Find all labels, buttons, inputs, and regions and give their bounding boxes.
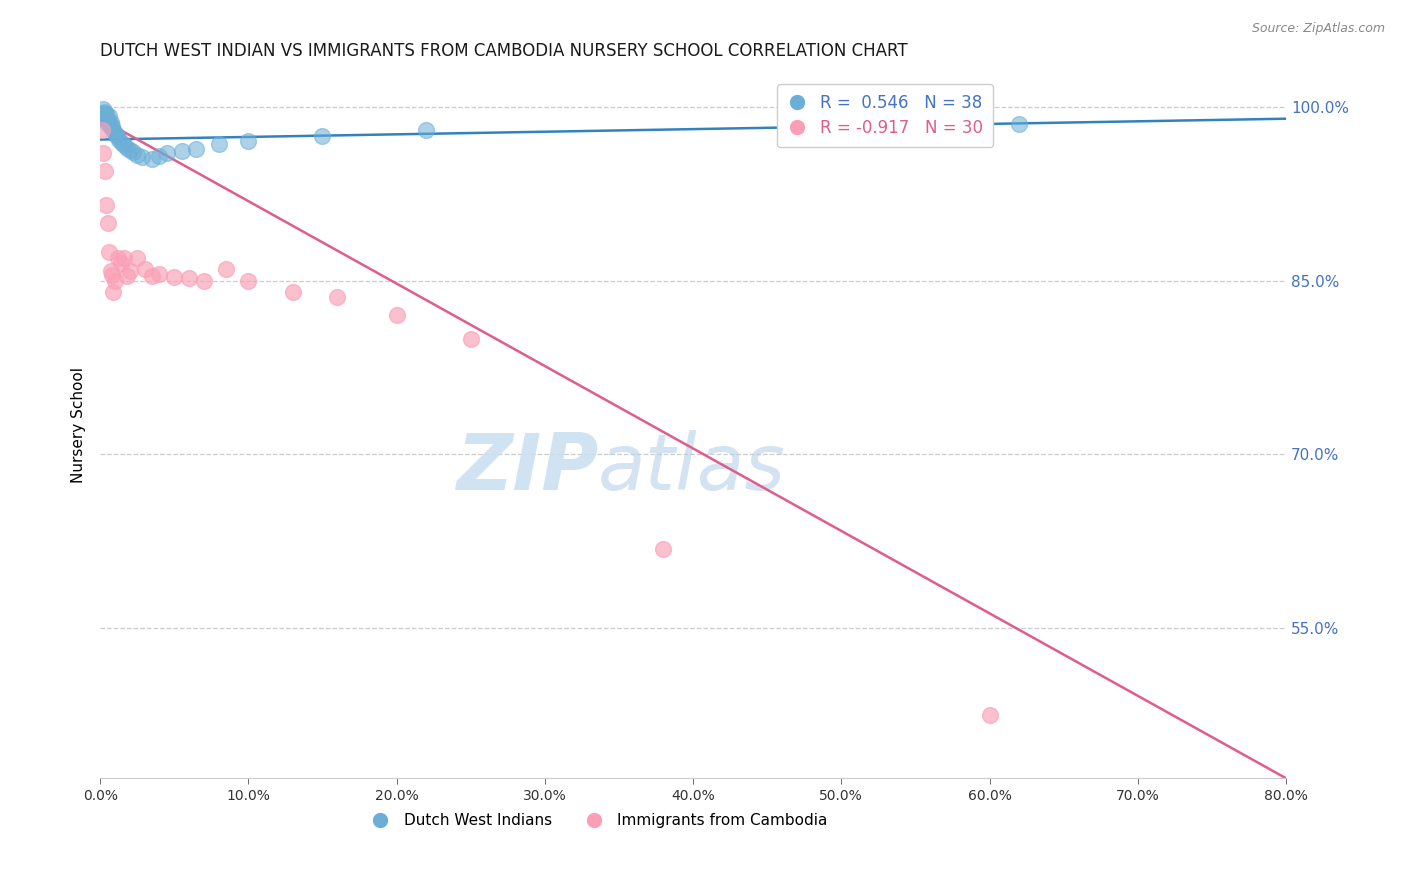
Point — [91, 103, 114, 117]
Point — [121, 145, 143, 160]
Point — [103, 123, 125, 137]
Point — [93, 104, 115, 119]
Point — [107, 251, 129, 265]
Point — [163, 270, 186, 285]
Point — [148, 149, 170, 163]
Point — [98, 109, 121, 123]
Point — [115, 141, 138, 155]
Point — [127, 147, 149, 161]
Text: Source: ZipAtlas.com: Source: ZipAtlas.com — [1251, 22, 1385, 36]
Point — [111, 136, 134, 150]
Point — [91, 109, 114, 123]
Point — [415, 123, 437, 137]
Point — [115, 268, 138, 283]
Point — [108, 132, 131, 146]
Point — [100, 120, 122, 134]
Point — [90, 123, 112, 137]
Point — [104, 274, 127, 288]
Point — [93, 163, 115, 178]
Point — [90, 106, 112, 120]
Point — [238, 134, 260, 148]
Point — [186, 142, 208, 156]
Point — [93, 112, 115, 126]
Point — [98, 244, 121, 259]
Point — [93, 108, 115, 122]
Point — [98, 116, 121, 130]
Legend: Dutch West Indians, Immigrants from Cambodia: Dutch West Indians, Immigrants from Camb… — [363, 807, 834, 834]
Point — [94, 111, 117, 125]
Point — [96, 118, 118, 132]
Point — [103, 285, 125, 300]
Y-axis label: Nursery School: Nursery School — [72, 368, 86, 483]
Point — [112, 138, 135, 153]
Point — [100, 115, 122, 129]
Point — [238, 274, 260, 288]
Point — [979, 707, 1001, 722]
Point — [118, 264, 141, 278]
Point — [94, 114, 117, 128]
Point — [96, 112, 118, 127]
Point — [156, 146, 179, 161]
Point — [281, 285, 304, 300]
Point — [104, 126, 127, 140]
Point — [326, 290, 349, 304]
Point — [652, 542, 675, 557]
Text: atlas: atlas — [598, 430, 786, 506]
Point — [112, 251, 135, 265]
Point — [148, 267, 170, 281]
Point — [118, 143, 141, 157]
Point — [215, 262, 238, 277]
Point — [177, 271, 200, 285]
Point — [131, 150, 153, 164]
Point — [208, 137, 231, 152]
Point — [101, 119, 124, 133]
Point — [141, 152, 163, 166]
Point — [170, 144, 193, 158]
Point — [96, 216, 118, 230]
Point — [94, 107, 117, 121]
Point — [100, 264, 122, 278]
Text: ZIP: ZIP — [456, 430, 598, 506]
Point — [110, 256, 132, 270]
Text: DUTCH WEST INDIAN VS IMMIGRANTS FROM CAMBODIA NURSERY SCHOOL CORRELATION CHART: DUTCH WEST INDIAN VS IMMIGRANTS FROM CAM… — [100, 42, 908, 60]
Point — [1008, 118, 1031, 132]
Point — [91, 146, 114, 161]
Point — [105, 128, 128, 142]
Point — [94, 198, 117, 212]
Point — [385, 309, 408, 323]
Point — [141, 268, 163, 283]
Point — [460, 332, 482, 346]
Point — [107, 130, 129, 145]
Point — [101, 268, 124, 282]
Point — [311, 129, 333, 144]
Point — [127, 251, 149, 265]
Point — [193, 274, 215, 288]
Point — [134, 262, 156, 277]
